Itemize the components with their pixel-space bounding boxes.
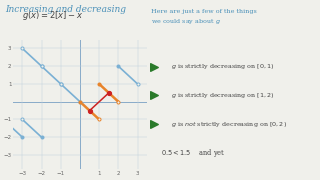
Text: $g$ is strictly decreasing on $[0, 1)$: $g$ is strictly decreasing on $[0, 1)$ [172,62,275,71]
Text: Here are just a few of the things
we could say about $g$: Here are just a few of the things we cou… [151,9,256,26]
Text: $0.5 < 1.5$    and yet: $0.5 < 1.5$ and yet [161,147,226,159]
Text: $g$ is strictly decreasing on $[1, 2)$: $g$ is strictly decreasing on $[1, 2)$ [172,91,275,100]
Text: Increasing and decreasing: Increasing and decreasing [5,5,126,14]
Text: $g$ is $\it{not}$ strictly decreasing on $[0, 2)$: $g$ is $\it{not}$ strictly decreasing on… [172,120,287,129]
Text: $g(x) = 2[x] - x$: $g(x) = 2[x] - x$ [22,9,84,22]
